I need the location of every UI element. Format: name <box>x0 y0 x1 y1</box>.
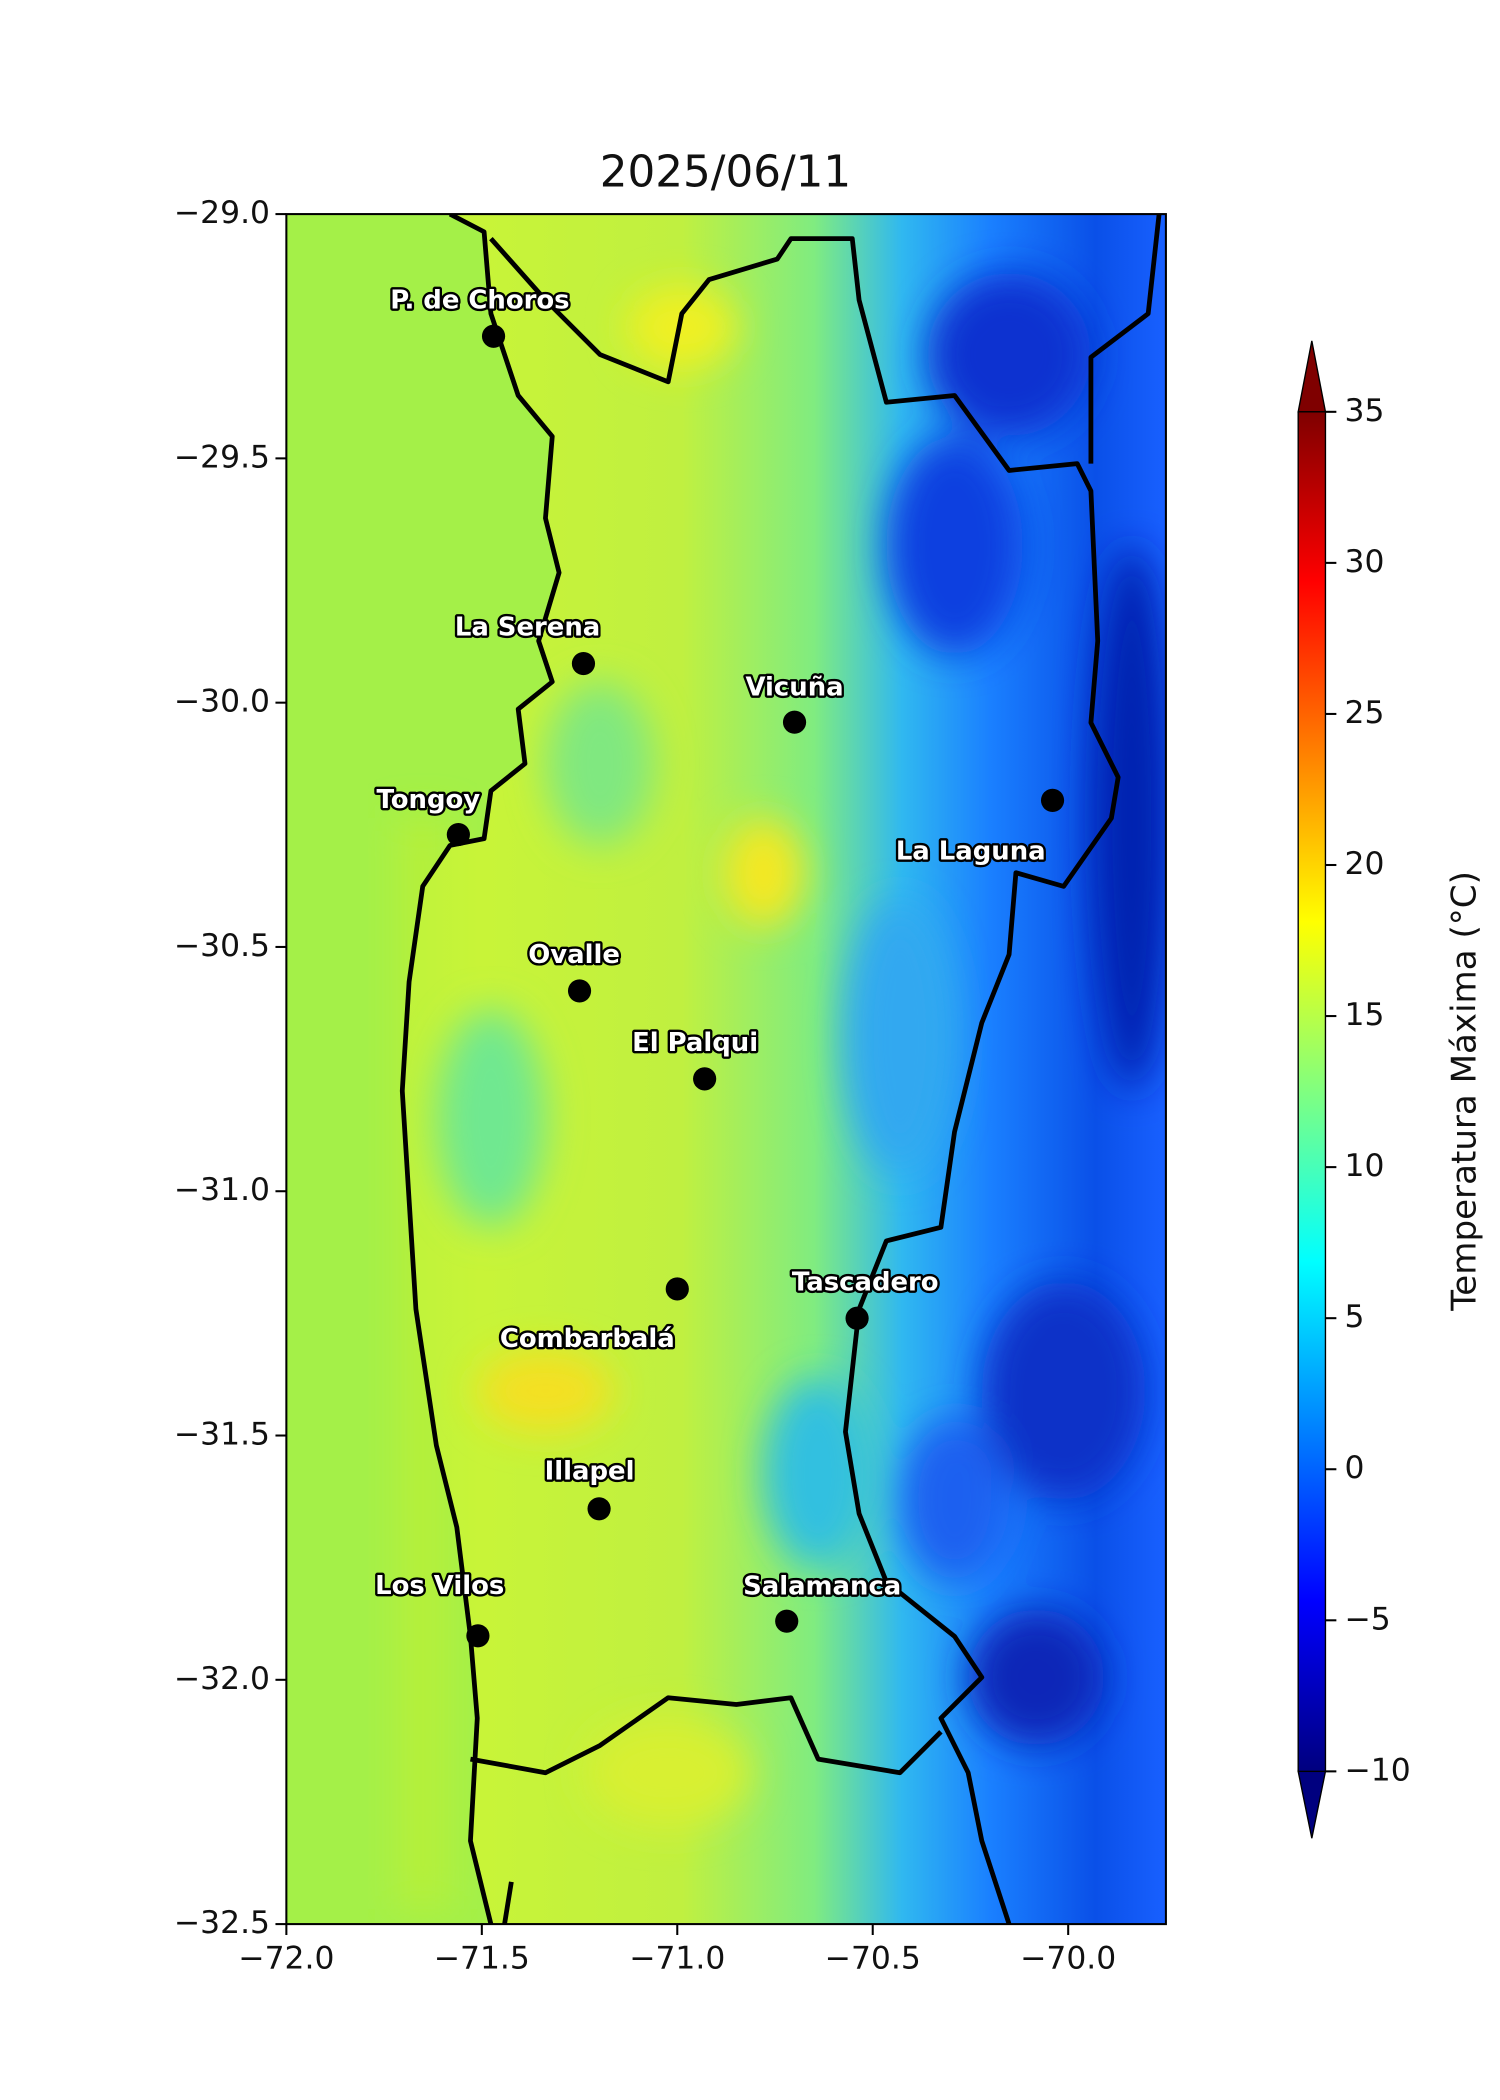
map-title: 2025/06/11 <box>600 148 851 198</box>
y-tick-label: −31.5 <box>174 1417 270 1453</box>
colorbar <box>1297 411 1327 1773</box>
city-label: Ovalle <box>528 940 620 970</box>
city-marker <box>571 651 596 676</box>
city-marker <box>665 1277 689 1301</box>
colorbar-tick-label: 10 <box>1345 1148 1385 1184</box>
y-tick-label: −29.5 <box>174 439 270 475</box>
colorbar-extend-min <box>1297 1770 1327 1839</box>
city-label: La Laguna <box>896 837 1046 867</box>
colorbar-tick-label: 5 <box>1345 1299 1365 1335</box>
city-marker <box>481 324 506 348</box>
colorbar-tick-label: 35 <box>1345 393 1385 429</box>
x-tick-label: −70.0 <box>1020 1941 1116 1977</box>
city-marker <box>782 710 807 734</box>
colorbar-extend-max <box>1297 340 1327 413</box>
y-tick-label: −32.0 <box>174 1661 270 1697</box>
colorbar-label: Temperatura Máxima (°C) <box>1444 871 1484 1312</box>
coastline <box>399 214 562 1925</box>
city-marker <box>1040 788 1065 812</box>
country-border <box>1088 214 1162 464</box>
colorbar-tick-label: 25 <box>1345 695 1385 731</box>
x-tick-label: −72.0 <box>238 1941 334 1977</box>
colorbar-tick-label: −5 <box>1345 1601 1391 1637</box>
colorbar-tick-label: 30 <box>1345 544 1385 580</box>
y-tick-label: −29.0 <box>174 195 270 231</box>
y-tick-label: −31.0 <box>174 1172 270 1208</box>
city-label: La Serena <box>455 613 600 643</box>
city-label: Tongoy <box>377 785 481 815</box>
city-label: El Palqui <box>632 1028 758 1058</box>
city-label: Los Vilos <box>375 1571 504 1601</box>
city-label: Tascadero <box>792 1267 939 1297</box>
city-marker <box>845 1306 869 1330</box>
region-border <box>470 1695 943 1776</box>
y-tick-label: −32.5 <box>174 1905 270 1941</box>
region-border <box>489 236 1121 1925</box>
city-marker <box>693 1067 717 1091</box>
city-label: Salamanca <box>743 1572 901 1602</box>
city-label: Combarbalá <box>500 1324 675 1354</box>
colorbar-tick-label: 0 <box>1345 1450 1365 1486</box>
colorbar-tick-label: 20 <box>1345 846 1385 882</box>
city-marker <box>567 979 592 1003</box>
colorbar-tick-label: −10 <box>1345 1752 1411 1788</box>
city-marker <box>775 1609 799 1633</box>
x-tick-label: −70.5 <box>825 1941 921 1977</box>
city-marker <box>466 1624 490 1648</box>
plot-frame <box>285 213 1167 1926</box>
city-label: Vicuña <box>745 673 843 703</box>
temperature-field <box>286 214 1166 1925</box>
y-tick-label: −30.0 <box>174 684 270 720</box>
city-marker <box>446 822 470 847</box>
city-label: P. de Choros <box>390 285 569 315</box>
x-tick-label: −71.0 <box>629 1941 725 1977</box>
colorbar-tick-label: 15 <box>1345 997 1385 1033</box>
region-border <box>502 1881 514 1925</box>
city-label: Illapel <box>545 1456 635 1486</box>
city-marker <box>587 1497 611 1521</box>
x-tick-label: −71.5 <box>434 1941 530 1977</box>
y-tick-label: −30.5 <box>174 928 270 964</box>
